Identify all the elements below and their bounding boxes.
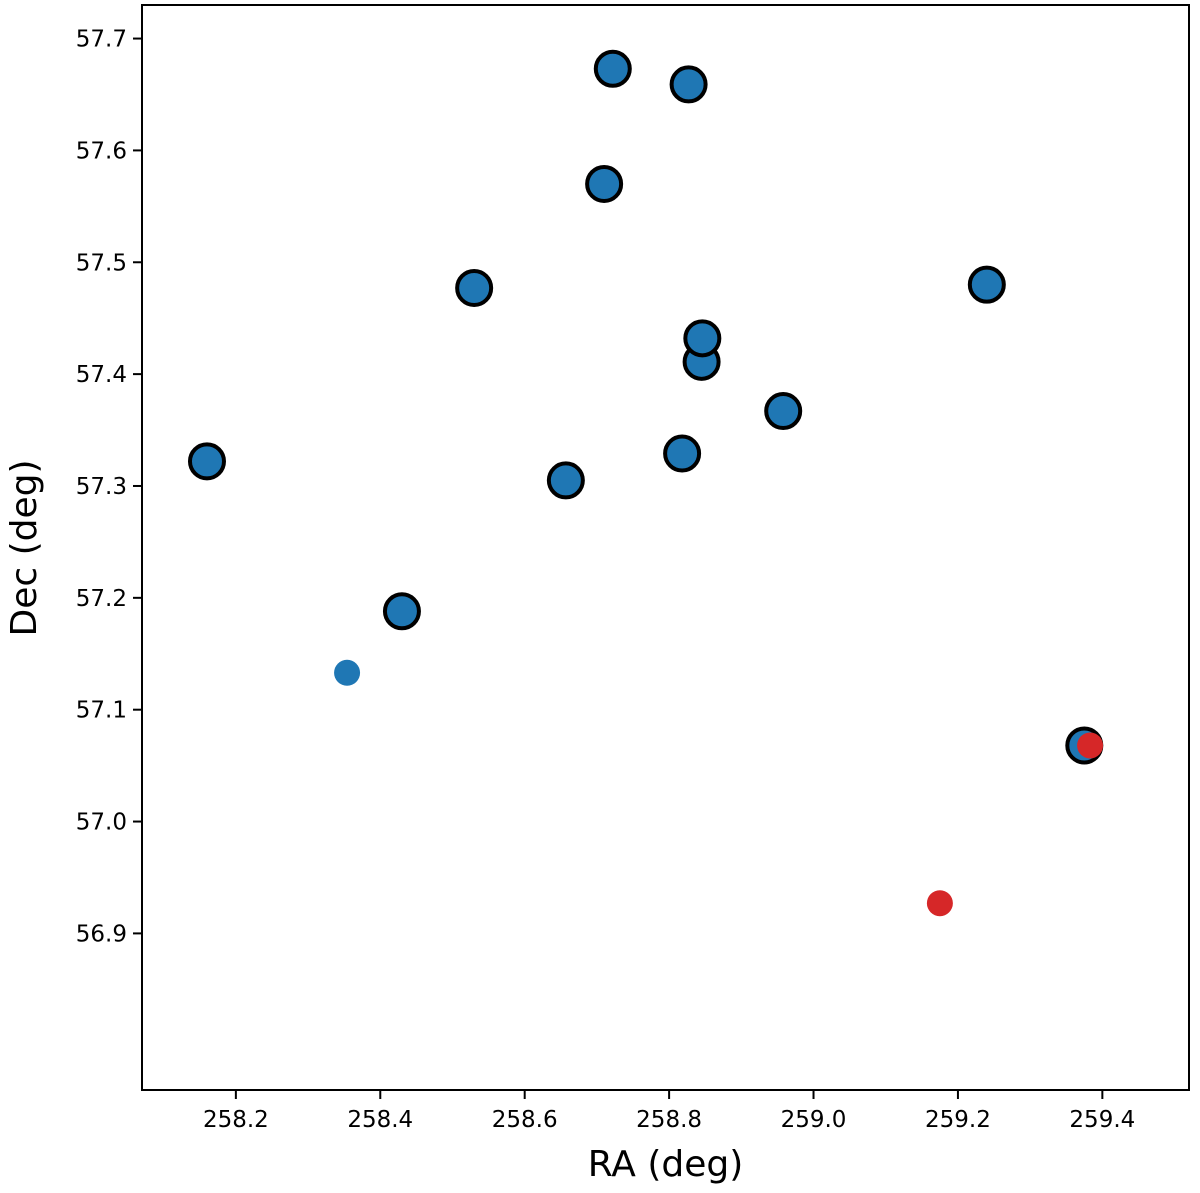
data-point-outlined	[187, 442, 226, 481]
data-point-outlined	[593, 49, 632, 88]
data-point-outlined	[663, 434, 702, 473]
points-layer	[187, 49, 1104, 917]
data-point-red	[1077, 732, 1104, 759]
data-point-outlined	[455, 268, 494, 307]
y-tick-label: 57.5	[76, 250, 127, 276]
y-tick-label: 57.4	[76, 362, 127, 388]
data-point-outlined	[382, 592, 421, 631]
data-point-outlined	[669, 65, 708, 104]
x-tick-label: 258.4	[347, 1107, 413, 1133]
data-point-red	[926, 890, 953, 917]
x-tick-label: 259.2	[925, 1107, 991, 1133]
x-tick-label: 259.4	[1069, 1107, 1135, 1133]
data-point-outlined	[585, 164, 624, 203]
x-axis-ticks: 258.2 258.4 258.6 258.8 259.0 259.2 259.4	[203, 1090, 1135, 1133]
data-point-outlined	[546, 461, 585, 500]
y-tick-label: 57.6	[76, 138, 127, 164]
x-tick-label: 258.2	[203, 1107, 269, 1133]
plot-area	[142, 5, 1189, 1090]
y-tick-label: 57.3	[76, 474, 127, 500]
data-point-blue	[334, 659, 361, 686]
y-tick-label: 57.2	[76, 586, 127, 612]
y-tick-label: 57.1	[76, 698, 127, 724]
x-axis-label: RA (deg)	[588, 1144, 744, 1185]
data-point-outlined	[764, 392, 803, 431]
data-point-outlined	[683, 319, 722, 358]
x-tick-label: 259.0	[781, 1107, 847, 1133]
data-point-outlined	[967, 265, 1006, 304]
plot-frame	[141, 4, 1190, 1091]
y-tick-label: 56.9	[76, 921, 127, 947]
y-tick-label: 57.7	[76, 27, 127, 53]
y-axis-label: Dec (deg)	[4, 459, 45, 636]
x-tick-label: 258.8	[636, 1107, 702, 1133]
y-tick-label: 57.0	[76, 810, 127, 836]
y-axis-ticks: 56.9 57.0 57.1 57.2 57.3 57.4 57.5 57.6 57.7	[76, 27, 142, 947]
x-tick-label: 258.6	[492, 1107, 558, 1133]
